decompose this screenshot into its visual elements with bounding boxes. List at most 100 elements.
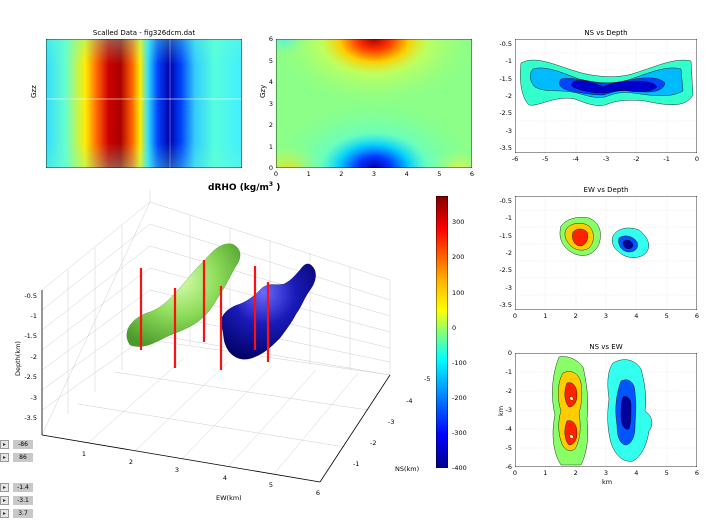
ew-depth-xtick: 4: [634, 312, 639, 320]
plot3d-xtick: 2: [128, 458, 134, 466]
gzy-xtick: 0: [273, 170, 279, 178]
plot3d-ztick: -2.5: [24, 373, 37, 381]
ns-depth-xtick: -4: [572, 155, 579, 163]
gzy-xtick: 4: [404, 170, 409, 178]
plot3d-ztick: -3: [30, 394, 37, 402]
ns-ew-ytick: 0: [507, 349, 512, 357]
isosurface-3d-plot: [41, 190, 391, 483]
colorbar-tick: 100: [452, 288, 465, 297]
increment-arrow-icon[interactable]: ▸: [0, 452, 9, 462]
ns-ew-ytick: -4: [505, 425, 512, 433]
positive-density-body: [126, 243, 241, 347]
control-row-3[interactable]: ▸ -1.4: [0, 482, 33, 492]
ns-depth-contour: [515, 39, 697, 153]
ns-ew-ytick: -1: [505, 368, 512, 376]
ns-ew-ytick: -6: [505, 463, 512, 471]
gzy-xtick: 6: [469, 170, 475, 178]
ew-depth-xtick: 3: [603, 312, 609, 320]
ew-depth-ytick: -1: [505, 214, 512, 223]
plot3d-ytick: -3: [388, 418, 395, 426]
increment-arrow-icon[interactable]: ▸: [0, 495, 9, 505]
ew-depth-ytick: -1.5: [499, 231, 512, 240]
ns-ew-ylabel: km: [497, 405, 505, 416]
colorbar-tick: 0: [452, 323, 457, 332]
control-row-5[interactable]: ▸ 3.7: [0, 508, 33, 518]
gzy-ytick: 1: [268, 142, 273, 151]
increment-arrow-icon[interactable]: ▸: [0, 482, 9, 492]
ew-depth-xtick: 0: [512, 312, 518, 320]
value-field[interactable]: 3.7: [13, 508, 33, 518]
gzy-ytick: 4: [268, 78, 273, 86]
gzy-xtick: 5: [437, 170, 442, 178]
gzy-ytick: 0: [268, 164, 273, 172]
increment-arrow-icon[interactable]: ▸: [0, 439, 9, 449]
ew-depth-ytick: -2: [505, 249, 512, 257]
control-row-2[interactable]: ▸ 86: [0, 452, 33, 462]
ns-depth-xtick: -5: [542, 155, 549, 163]
ns-ew-xtick: 5: [664, 469, 669, 477]
ns-depth-xtick: -2: [633, 155, 640, 163]
gzz-heatmap: [46, 39, 242, 168]
value-field[interactable]: -86: [13, 439, 33, 449]
gzy-ytick: 6: [268, 35, 273, 43]
ew-depth-ytick: -0.5: [499, 197, 512, 205]
colorbar-tick: 200: [452, 253, 465, 262]
ns-ew-xtick: 1: [543, 469, 548, 477]
plot3d-ylabel: NS(km): [395, 465, 420, 473]
plot3d-zlabel: Depth(km): [14, 341, 22, 376]
ew-depth-xtick: 1: [543, 312, 548, 320]
plot3d-ytick: -4: [406, 397, 413, 405]
ns-depth-xtick: -3: [602, 155, 610, 163]
plot3d-xtick: 3: [174, 466, 180, 474]
main-title: dRHO (kg/m3 ): [208, 181, 281, 193]
plot3d-ztick: -2: [30, 353, 37, 361]
colorbar-tick: -100: [452, 358, 467, 367]
plot3d-ztick: -3.5: [24, 414, 37, 422]
gzy-xtick: 1: [306, 170, 311, 178]
ew-depth-xtick: 6: [694, 312, 700, 320]
plot3d-ytick: -2: [370, 439, 377, 447]
value-field[interactable]: 86: [13, 452, 33, 462]
gzy-ytick: 3: [268, 99, 273, 108]
ew-depth-title: EW vs Depth: [583, 186, 629, 194]
ns-ew-ytick: -5: [505, 444, 512, 452]
plot3d-xtick: 4: [222, 474, 228, 482]
control-row-4[interactable]: ▸ -3.1: [0, 495, 33, 505]
gzz-ylabel: Gzz: [30, 85, 38, 98]
increment-arrow-icon[interactable]: ▸: [0, 508, 9, 518]
plot3d-ztick: -1: [30, 312, 37, 320]
plot3d-xtick: 6: [315, 489, 321, 497]
ns-ew-xtick: 6: [694, 469, 700, 477]
colorbar-tick: 300: [452, 218, 465, 227]
ew-depth-contour: [515, 196, 697, 310]
ns-depth-ytick: -1: [505, 57, 512, 66]
control-row-1[interactable]: ▸ -86: [0, 439, 33, 449]
value-field[interactable]: -1.4: [13, 482, 33, 492]
ns-depth-ytick: -0.5: [499, 40, 512, 48]
plot3d-xlabel: EW(km): [216, 494, 242, 502]
ns-ew-contour: [515, 353, 697, 467]
ns-depth-title: NS vs Depth: [584, 29, 628, 37]
value-field[interactable]: -3.1: [13, 495, 33, 505]
plot3d-xtick: 5: [268, 481, 274, 489]
ns-ew-xtick: 2: [573, 469, 578, 477]
plot3d-xtick: 1: [81, 450, 87, 458]
ns-ew-xtick: 0: [512, 469, 518, 477]
ns-ew-ytick: -2: [505, 387, 512, 395]
ns-depth-xtick: 0: [694, 155, 700, 163]
ew-depth-ytick: -2.5: [499, 266, 512, 275]
colorbar: [436, 196, 448, 468]
ns-depth-xtick: -1: [663, 155, 670, 163]
gzy-xtick: 2: [339, 170, 344, 178]
ns-depth-ytick: -3.5: [499, 144, 512, 152]
plot3d-ztick: -1.5: [24, 332, 37, 340]
colorbar-tick: -200: [452, 393, 467, 402]
ns-depth-ytick: -3: [505, 126, 512, 135]
plot3d-ytick: -1: [353, 460, 360, 468]
ns-ew-xtick: 4: [634, 469, 639, 477]
colorbar-tick: -300: [452, 428, 467, 437]
ns-ew-title: NS vs EW: [589, 343, 623, 351]
gzy-heatmap: [276, 39, 472, 168]
plot3d-ztick: -0.5: [24, 292, 37, 300]
gzy-ytick: 5: [268, 56, 273, 65]
